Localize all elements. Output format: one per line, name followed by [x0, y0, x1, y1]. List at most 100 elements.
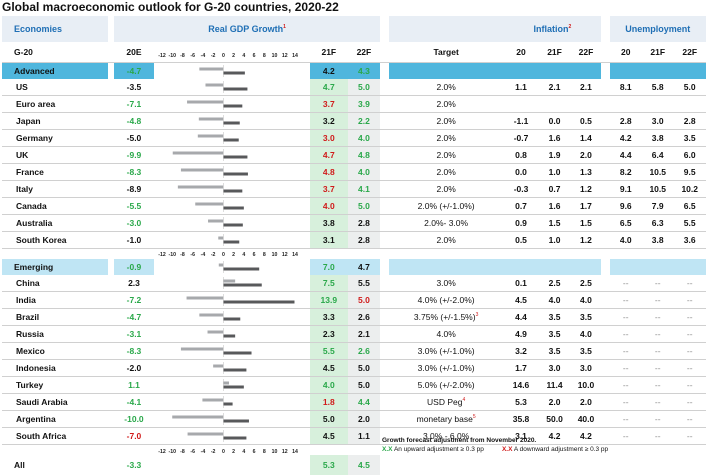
- gdp-20e-value: -4.7: [114, 62, 154, 80]
- spacer: [601, 393, 610, 412]
- inflation-21f-value: 3.0: [538, 359, 571, 378]
- unemployment-20-value: --: [609, 376, 642, 395]
- gdp-20e-value: -5.0: [114, 129, 154, 148]
- axis-tick-label: -2: [211, 252, 216, 258]
- axis-tick-label: 10: [272, 53, 278, 59]
- inflation-target: 3.0% (+/-1.0%): [388, 359, 504, 378]
- gdp-bar-chart: [186, 98, 243, 111]
- group-label: Emerging: [2, 258, 108, 276]
- legend-title: Growth forecast adjustment from November…: [382, 437, 537, 444]
- spacer: [380, 291, 389, 310]
- inflation-target-text: 5.0% (+/-2.0%): [417, 380, 475, 391]
- inflation-20-value: 0.0: [503, 163, 539, 182]
- axis-tick-label: 10: [272, 449, 278, 455]
- gdp-bar-cell: [153, 427, 310, 446]
- i21f-header: 21F: [538, 42, 571, 63]
- inflation-22f-value: 1.5: [570, 214, 602, 233]
- country-row: Turkey 1.1 4.0 5.0 5.0% (+/-2.0%) 14.6 11.4 10.…: [2, 376, 706, 395]
- gdp-bar-21f: [223, 155, 248, 159]
- gdp-bar-chart: [223, 277, 262, 290]
- axis-tick-label: -6: [190, 449, 195, 455]
- unemployment-20-value: --: [609, 342, 642, 361]
- inflation-target: 2.0%- 3.0%: [388, 214, 504, 233]
- economies-header: Economies: [2, 16, 108, 42]
- inflation-20-value: 0.7: [503, 197, 539, 216]
- spacer: [642, 455, 673, 475]
- gdp-bar-21f: [223, 87, 248, 91]
- inflation-21f-value: 1.0: [538, 231, 571, 250]
- axis-tick-label: 14: [292, 252, 298, 258]
- gdp-20e-value: -8.3: [114, 163, 154, 182]
- gdp-bar-20e: [180, 168, 224, 172]
- unemployment-22f-value: 3.6: [673, 231, 706, 250]
- spacer: [107, 291, 115, 310]
- axis-tick-label: 6: [253, 53, 256, 59]
- inflation-target-text: 4.0% (+/-2.0%): [417, 295, 475, 306]
- unemployment-20-value: 4.0: [609, 231, 642, 250]
- gdp-bar-cell: [153, 180, 310, 199]
- emerging-group-row: Emerging -0.9 7.0 4.7: [2, 258, 706, 276]
- gdp-21f-value: 3.2: [309, 112, 348, 131]
- country-row: South Africa -7.0 4.5 1.1 3.0% - 6.0% 3.1 4.2 4…: [2, 427, 706, 446]
- gdp-20e-value: -3.3: [126, 459, 142, 470]
- spacer: [380, 342, 389, 361]
- gdp-22f-value: 4.0: [347, 129, 381, 148]
- unemployment-20-value: --: [609, 308, 642, 327]
- inflation-target: 2.0%: [388, 129, 504, 148]
- spacer: [601, 197, 610, 216]
- gdp-bar-21f: [223, 223, 243, 227]
- axis-tick-label: 12: [282, 252, 288, 258]
- gdp-bar-cell: [153, 197, 310, 216]
- inflation-21f-value: 2.0: [538, 393, 571, 412]
- inflation-21f-value: 3.5: [538, 308, 571, 327]
- inflation-target-text: 3.0% - 6.0%: [422, 431, 470, 442]
- gdp-axis: -12 -10 -8 -6 -4 -2 0 2 4 6 8 10 12 14: [158, 252, 298, 258]
- unemployment-20-value: --: [609, 410, 642, 429]
- inflation-22f-value: 2.5: [570, 275, 602, 293]
- gdp-bar-chart: [172, 149, 248, 162]
- gdp-bar-20e: [213, 364, 224, 368]
- gdp-21f-value: 2.3: [309, 325, 348, 344]
- country-name: India: [2, 291, 108, 310]
- page-title: Global macroeconomic outlook for G-20 co…: [2, 0, 339, 14]
- axis-tick-label: 2: [232, 252, 235, 258]
- spacer: [380, 112, 389, 131]
- unemployment-22f-value: --: [673, 427, 706, 446]
- gdp-bar-21f: [223, 334, 236, 338]
- gdp-bar-chart: [186, 294, 295, 307]
- group-label: Advanced: [2, 62, 108, 80]
- gdp-bar-cell: [153, 359, 310, 378]
- country-name: Germany: [2, 129, 108, 148]
- spacer: [310, 249, 348, 259]
- spacer: [389, 455, 504, 475]
- inflation-target: 5.0% (+/-2.0%): [388, 376, 504, 395]
- spacer: [380, 376, 389, 395]
- spacer: [380, 79, 389, 97]
- inflation-20-value: 3.2: [503, 342, 539, 361]
- country-row: UK -9.9 4.7 4.8 2.0% 0.8 1.9 2.0 4.4 6.4 6.0: [2, 146, 706, 165]
- inflation-header: Inflation2: [503, 16, 602, 42]
- spacer: [107, 95, 115, 114]
- unemployment-21f-value: --: [642, 342, 674, 361]
- unemployment-20-value: --: [609, 275, 642, 293]
- gdp-22f-value: 2.8: [347, 214, 381, 233]
- country-row: South Korea -1.0 3.1 2.8 2.0% 0.5 1.0 1.2 4.0 3.8…: [2, 231, 706, 250]
- inflation-20-value: 4.5: [503, 291, 539, 310]
- unemployment-21f-value: [642, 95, 674, 114]
- gdp-21f-value: 4.8: [309, 163, 348, 182]
- gdp-bar-20e: [199, 67, 224, 71]
- spacer: [107, 427, 115, 446]
- gdp-21f-value: 4.5: [309, 359, 348, 378]
- spacer: [107, 79, 115, 97]
- empty-cell: [538, 258, 571, 276]
- inflation-20-value: 4.9: [503, 325, 539, 344]
- gdp-bar-cell: [153, 342, 310, 361]
- gdp-bar-chart: [187, 430, 247, 443]
- spacer: [380, 410, 389, 429]
- gdp-bar-chart: [207, 328, 236, 341]
- spacer: [380, 393, 389, 412]
- spacer: [380, 231, 389, 250]
- unemployment-20-value: 8.1: [609, 79, 642, 97]
- gdp-22f-value: 1.1: [347, 427, 381, 446]
- gdp-22f-value: 2.6: [347, 308, 381, 327]
